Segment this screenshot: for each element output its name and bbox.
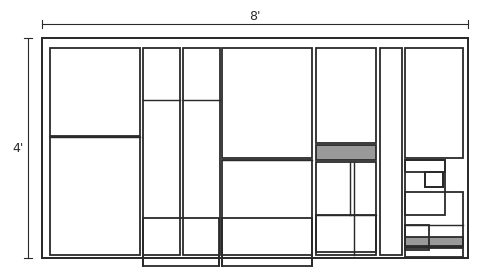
Bar (405, 48, 463, 158)
Bar (405, 237, 463, 246)
Bar (425, 172, 443, 187)
Bar (222, 218, 312, 266)
Bar (405, 160, 445, 215)
Bar (405, 192, 463, 247)
Bar (405, 225, 429, 250)
Text: 4': 4' (12, 141, 24, 155)
Text: 8': 8' (249, 10, 261, 22)
Bar (316, 162, 376, 252)
Bar (50, 48, 140, 136)
Bar (143, 48, 180, 255)
Bar (50, 137, 140, 255)
Bar (222, 48, 312, 158)
Bar (316, 215, 376, 255)
Bar (316, 48, 376, 143)
Bar (405, 248, 463, 257)
Bar (380, 48, 402, 255)
Bar (183, 48, 220, 255)
Bar (222, 160, 312, 255)
Bar (316, 145, 376, 160)
Bar (316, 145, 376, 160)
Bar (143, 218, 219, 266)
Bar (405, 237, 463, 246)
Bar (425, 172, 443, 187)
Bar (42, 38, 468, 258)
